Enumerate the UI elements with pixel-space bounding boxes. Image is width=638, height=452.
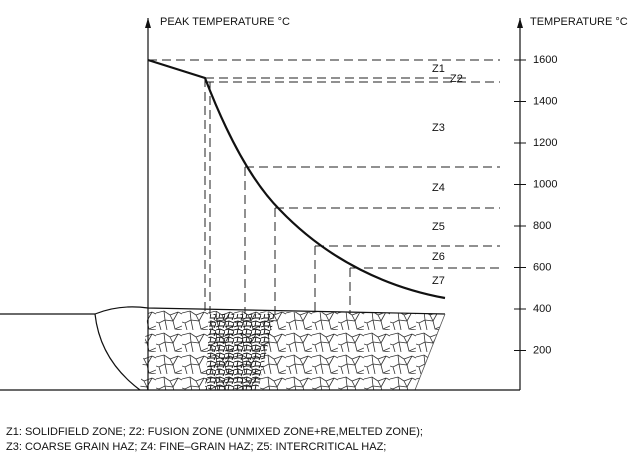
zone-label: Z5 <box>432 221 445 233</box>
tick-label: 600 <box>533 261 551 273</box>
tick-label: 800 <box>533 220 551 232</box>
axes <box>145 18 523 390</box>
tick-label: 200 <box>533 344 551 356</box>
left-axis-label: PEAK TEMPERATURE °C <box>160 16 290 28</box>
legend-line: Z1: SOLIDFIELD ZONE; Z2: FUSION ZONE (UN… <box>6 426 423 438</box>
zone-label: Z7 <box>432 275 445 287</box>
zone-label: Z4 <box>432 182 445 194</box>
tick-label: 1400 <box>533 95 557 107</box>
tick-label: 1600 <box>533 54 557 66</box>
zone-label: Z3 <box>432 122 445 134</box>
tick-label: 400 <box>533 303 551 315</box>
right-axis-ticks: 1600 1400 1200 1000 800 600 400 200 <box>514 54 557 356</box>
zone-labels: Z1 Z2 Z3 Z4 Z5 Z6 Z7 <box>432 63 463 287</box>
peak-temperature-curve <box>147 58 446 300</box>
zone-label: Z6 <box>432 251 445 263</box>
weld-section <box>0 306 520 391</box>
right-axis-label: TEMPERATURE °C <box>530 16 628 28</box>
legend-line: Z3: COARSE GRAIN HAZ; Z4: FINE–GRAIN HAZ… <box>6 441 386 452</box>
zone-lines <box>148 59 500 314</box>
zone-label: Z2 <box>450 73 463 85</box>
tick-label: 1000 <box>533 178 557 190</box>
zone-label: Z1 <box>432 63 445 75</box>
tick-label: 1200 <box>533 137 557 149</box>
